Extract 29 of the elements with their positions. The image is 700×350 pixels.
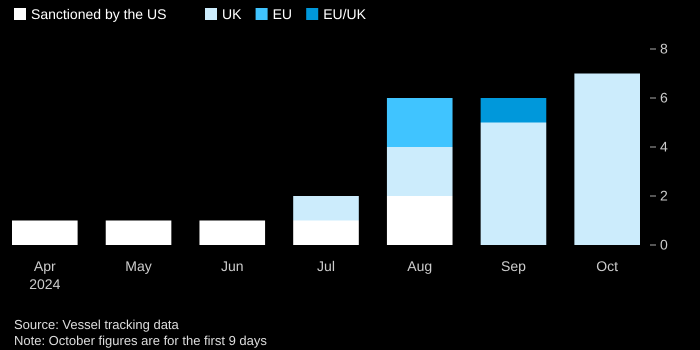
bar (480, 98, 546, 122)
legend-label: EU (272, 6, 292, 22)
y-tick-label: 8 (660, 40, 668, 56)
bar (386, 196, 453, 245)
y-tick-label: 2 (660, 187, 668, 204)
x-tick-label: Sep (501, 258, 526, 274)
x-tick-label: May (125, 258, 152, 274)
bar (293, 196, 359, 220)
x-tick-label: Apr 2024 (29, 258, 61, 292)
bar (386, 147, 453, 196)
bar (480, 122, 546, 245)
bar (386, 98, 453, 147)
x-tick-label: Jun (220, 258, 244, 274)
y-tick-label: 6 (660, 89, 668, 106)
legend-label: EU/UK (323, 6, 367, 22)
legend-label: UK (222, 6, 242, 22)
x-tick-label: Aug (407, 258, 432, 274)
x-tick-label: Jul (317, 258, 335, 274)
source-note: Source: Vessel tracking data (14, 317, 180, 332)
bar (293, 220, 359, 245)
x-tick-label: Oct (596, 258, 618, 274)
legend-label: Sanctioned by the US (31, 6, 166, 22)
y-tick-label: 4 (660, 138, 668, 154)
bar (12, 220, 78, 245)
bar (199, 220, 266, 245)
text: Note: October figures are for the first 9 days (14, 333, 268, 348)
bar (106, 220, 172, 245)
bar (574, 74, 640, 245)
y-tick-label: 0 (660, 236, 668, 252)
